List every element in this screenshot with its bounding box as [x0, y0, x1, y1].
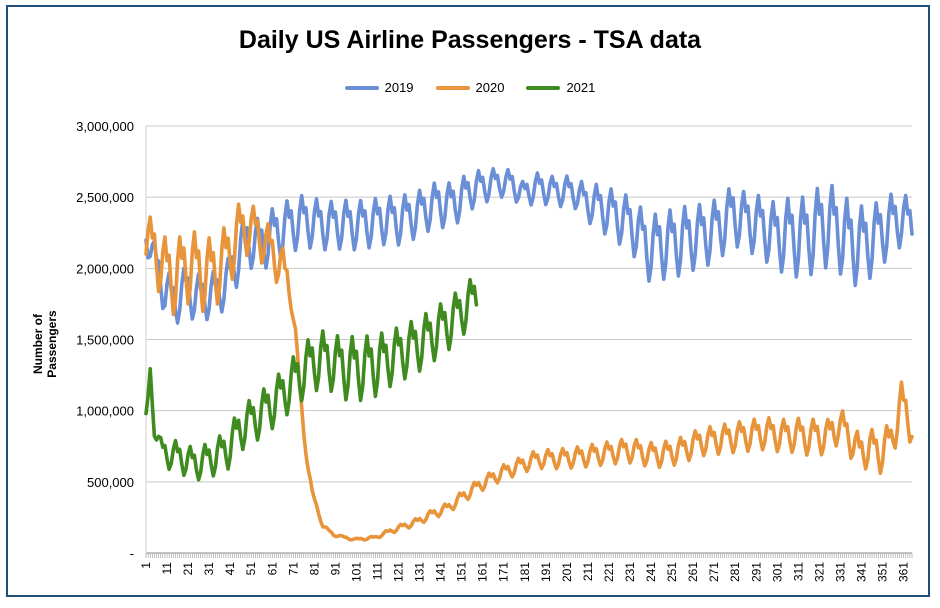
x-tick-label: 311: [791, 562, 805, 581]
x-tick-label: 331: [833, 562, 847, 582]
x-tick-label: 251: [665, 562, 679, 582]
x-tick-label: 91: [328, 562, 342, 576]
x-tick-label: 221: [602, 562, 616, 582]
x-tick-label: 21: [181, 562, 195, 576]
x-tick-label: 201: [560, 562, 574, 582]
x-tick-label: 341: [854, 562, 868, 582]
x-tick-label: 291: [749, 562, 763, 582]
x-tick-label: 71: [286, 562, 300, 576]
x-tick-label: 241: [644, 562, 658, 582]
x-tick-label: 151: [455, 562, 469, 582]
y-tick-label: 2,000,000: [76, 261, 134, 276]
x-tick-label: 111: [370, 562, 384, 581]
x-tick-label: 271: [707, 562, 721, 582]
y-tick-label: 1,500,000: [76, 333, 134, 348]
legend-label-2019: 2019: [384, 80, 414, 95]
legend-item-2019: 2019: [344, 80, 414, 95]
x-tick-label: 301: [770, 562, 784, 582]
x-tick-label: 361: [897, 562, 911, 582]
chart-title: Daily US Airline Passengers - TSA data: [238, 26, 702, 54]
x-tick-label: 171: [497, 562, 511, 582]
x-tick-label: 101: [349, 562, 363, 582]
x-tick-label: 181: [518, 562, 532, 582]
legend-swatch-2020: [435, 85, 470, 90]
series-line-2021: [144, 277, 479, 482]
x-tick-label: 11: [160, 562, 174, 575]
legend-item-2020: 2020: [435, 80, 505, 95]
x-tick-label: 281: [728, 562, 742, 582]
y-tick-label: 3,000,000: [76, 119, 134, 134]
series-line-2019: [144, 166, 914, 325]
x-tick-label: 1: [139, 562, 153, 569]
y-tick-label: 500,000: [87, 475, 134, 490]
x-tick-label: 351: [876, 562, 890, 582]
x-tick-label: 131: [413, 562, 427, 582]
legend-label-2021: 2021: [566, 80, 596, 95]
x-tick-label: 51: [244, 562, 258, 576]
y-tick-label: 2,500,000: [76, 190, 134, 205]
x-tick-label: 141: [434, 562, 448, 582]
legend-item-2021: 2021: [526, 80, 595, 95]
x-tick-label: 61: [265, 562, 279, 576]
x-tick-label: 121: [392, 562, 406, 582]
x-tick-label: 231: [623, 562, 637, 582]
x-tick-label: 261: [686, 562, 700, 582]
x-tick-label: 191: [539, 562, 553, 582]
legend: 2019 2020 2021: [0, 80, 940, 95]
y-tick-label: 1,000,000: [76, 404, 134, 419]
x-tick-label: 211: [581, 562, 595, 581]
series-line-2020: [144, 202, 914, 542]
x-tick-label: 81: [307, 562, 321, 576]
x-tick-label: 161: [476, 562, 490, 582]
legend-label-2020: 2020: [475, 80, 505, 95]
x-tick-label: 41: [223, 562, 237, 576]
legend-swatch-2019: [344, 85, 379, 90]
y-tick-label: -: [130, 546, 134, 561]
legend-swatch-2021: [526, 85, 561, 90]
x-tick-label: 321: [812, 562, 826, 582]
x-tick-label: 31: [202, 562, 216, 576]
